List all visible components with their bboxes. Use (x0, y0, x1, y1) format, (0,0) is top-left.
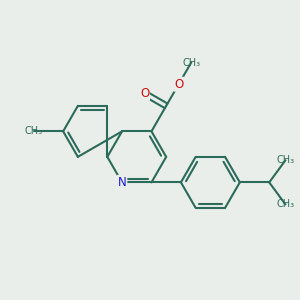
Text: CH₃: CH₃ (276, 200, 295, 209)
Text: O: O (174, 78, 183, 91)
Text: O: O (140, 87, 149, 100)
Text: CH₃: CH₃ (276, 155, 295, 165)
Text: CH₃: CH₃ (25, 126, 43, 136)
Text: N: N (118, 176, 126, 189)
Text: CH₃: CH₃ (182, 58, 200, 68)
